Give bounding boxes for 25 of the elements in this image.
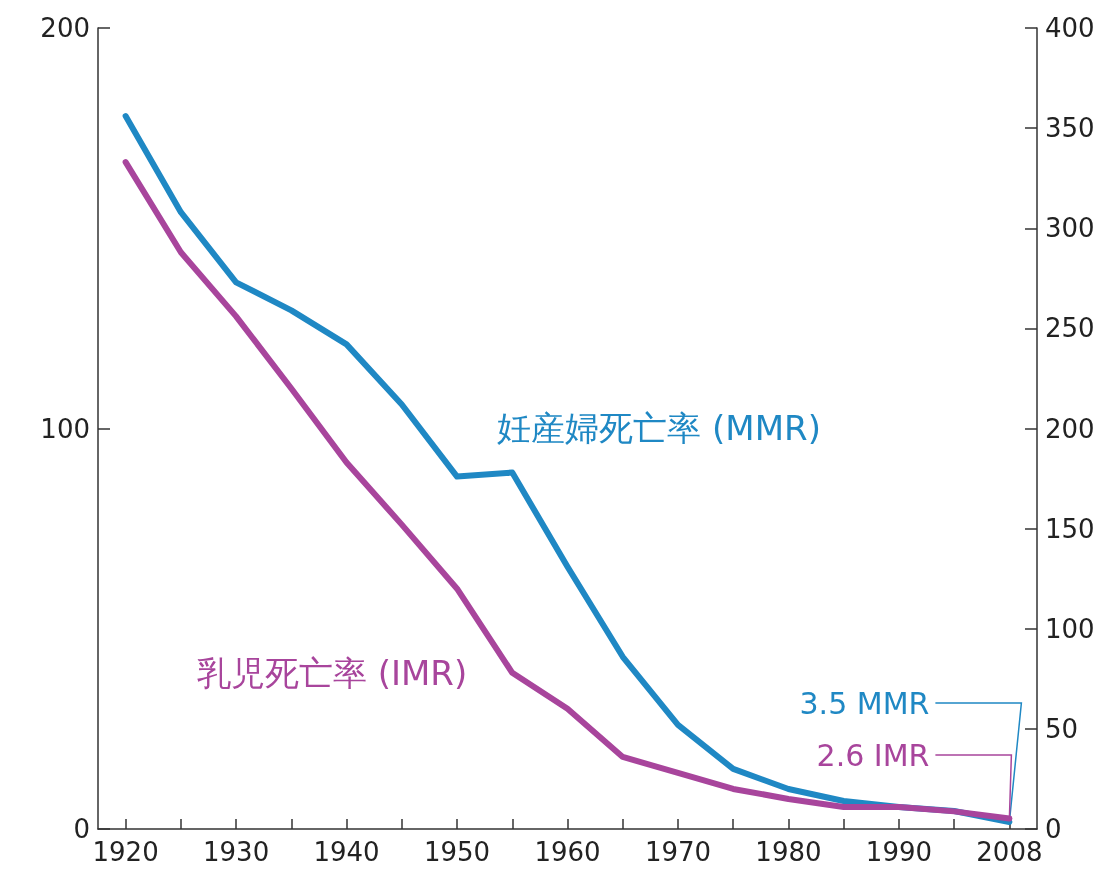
y2-tick-label: 400 [1045,13,1095,43]
x-tick-label: 1950 [423,837,491,867]
y2-tick-label: 100 [1045,613,1095,644]
y2-tick-label: 300 [1045,213,1095,244]
x-tick-label: 1990 [865,837,932,867]
y-tick-label: 200 [40,13,90,43]
y2-tick-label: 350 [1045,113,1095,144]
y2-tick-label: 0 [1045,814,1062,844]
x-tick-label: 1920 [92,837,159,867]
series-label: 妊産婦死亡率 (MMR) [497,407,821,448]
annotation: 3.5 MMR [799,685,930,721]
x-tick-label: 1960 [534,837,601,867]
y-tick-label: 100 [40,413,90,444]
x-tick-label: 1940 [313,837,380,867]
y2-tick-label: 50 [1045,713,1079,744]
series-label: 乳児死亡率 (IMR) [196,652,468,693]
x-tick-label: 1980 [755,837,822,867]
annotation: 2.6 IMR [816,737,930,773]
y2-tick-label: 250 [1045,313,1095,344]
y2-tick-label: 200 [1045,413,1095,444]
x-tick-label: 2008 [976,837,1043,867]
x-tick-label: 1930 [203,837,270,867]
x-tick-label: 1970 [644,837,712,867]
y2-tick-label: 150 [1045,513,1095,544]
y-tick-label: 0 [73,814,90,844]
